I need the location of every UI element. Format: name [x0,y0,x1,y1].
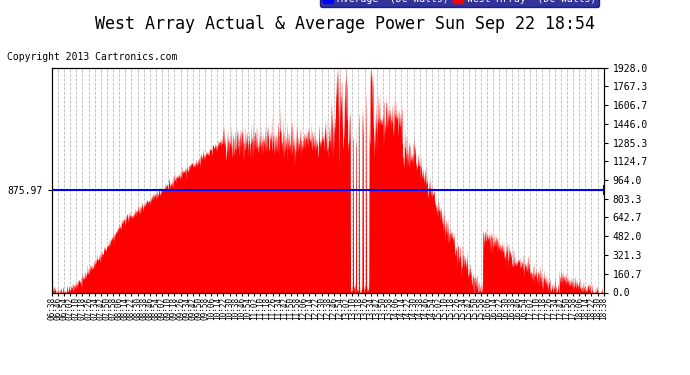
Legend: Average  (DC Watts), West Array  (DC Watts): Average (DC Watts), West Array (DC Watts… [320,0,599,7]
Text: Copyright 2013 Cartronics.com: Copyright 2013 Cartronics.com [7,53,177,63]
Text: West Array Actual & Average Power Sun Sep 22 18:54: West Array Actual & Average Power Sun Se… [95,15,595,33]
